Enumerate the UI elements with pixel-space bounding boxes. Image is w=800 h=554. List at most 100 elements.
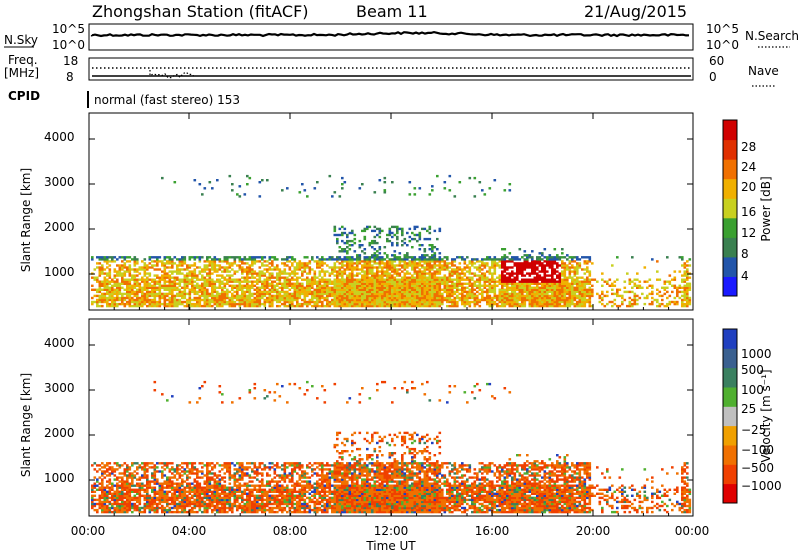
range-gate-cell (143, 502, 147, 506)
range-gate-cell (436, 264, 439, 267)
range-gate-cell (683, 278, 687, 281)
range-gate-cell (193, 276, 197, 279)
range-gate-cell (151, 264, 154, 267)
range-gate-cell (386, 302, 389, 306)
range-gate-cell (286, 290, 289, 294)
range-gate-cell (416, 302, 419, 306)
range-gate-cell (121, 256, 124, 259)
range-gate-cell (401, 276, 404, 279)
range-gate-cell (536, 292, 539, 296)
range-gate-cell (336, 239, 339, 243)
range-gate-cell (446, 262, 449, 265)
range-gate-cell (178, 282, 182, 285)
range-gate-cell (521, 272, 524, 275)
range-gate-cell (396, 284, 399, 287)
range-gate-cell (171, 302, 174, 306)
range-gate-cell (313, 288, 317, 291)
range-gate-cell (453, 292, 457, 296)
range-gate-cell (541, 278, 544, 281)
range-gate-cell (176, 304, 179, 308)
power-axis-ticks (88, 113, 694, 310)
range-gate-cell (131, 510, 134, 514)
range-gate-cell (128, 466, 132, 469)
range-gate-cell (306, 292, 309, 296)
range-gate-cell (473, 294, 477, 298)
range-gate-cell (251, 256, 254, 259)
range-gate-cell (148, 286, 152, 289)
range-gate-cell (146, 480, 149, 483)
range-gate-cell (348, 272, 352, 275)
range-gate-cell (553, 290, 557, 294)
range-gate-cell (293, 294, 297, 298)
range-gate-cell (93, 268, 97, 271)
range-gate-cell (568, 272, 572, 275)
range-gate-cell (461, 298, 464, 302)
range-gate-cell (131, 300, 134, 304)
range-gate-cell (471, 296, 474, 300)
range-gate-cell (571, 292, 574, 296)
range-gate-cell (106, 274, 109, 277)
range-gate-cell (371, 256, 374, 259)
range-gate-cell (283, 304, 287, 308)
range-gate-cell (338, 274, 342, 277)
range-gate-cell (348, 274, 352, 277)
range-gate-cell (96, 280, 99, 283)
range-gate-cell (121, 480, 124, 483)
range-gate-cell (383, 302, 387, 306)
range-gate-cell (533, 300, 537, 304)
range-gate-cell (396, 296, 399, 300)
range-gate-cell (266, 290, 269, 294)
range-gate-cell (228, 274, 232, 277)
range-gate-cell (501, 302, 504, 306)
range-gate-cell (238, 304, 242, 308)
range-gate-cell (161, 284, 164, 287)
range-gate-cell (281, 294, 284, 298)
range-gate-cell (336, 274, 339, 277)
range-gate-cell (458, 298, 462, 302)
range-gate-cell (391, 225, 394, 229)
range-gate-cell (121, 502, 124, 506)
range-gate-cell (521, 280, 524, 283)
range-gate-cell (588, 286, 592, 289)
range-gate-cell (101, 292, 104, 296)
range-gate-cell (373, 256, 377, 259)
range-gate-cell (441, 288, 444, 291)
range-gate-cell (303, 270, 307, 273)
range-gate-cell (246, 290, 249, 294)
range-gate-cell (536, 288, 539, 291)
range-gate-cell (341, 284, 344, 287)
range-gate-cell (233, 294, 237, 298)
range-gate-cell (488, 256, 492, 259)
range-gate-cell (438, 302, 442, 306)
range-gate-cell (146, 272, 149, 275)
range-gate-cell (248, 290, 252, 294)
range-gate-cell (541, 254, 544, 257)
range-gate-cell (526, 258, 529, 261)
range-gate-cell (101, 304, 104, 308)
range-gate-cell (421, 254, 424, 257)
range-gate-cell (471, 288, 474, 291)
range-gate-cell (193, 256, 197, 259)
range-gate-cell (366, 274, 369, 277)
range-gate-cell (428, 296, 432, 300)
range-gate-cell (243, 276, 247, 279)
range-gate-cell (101, 472, 104, 475)
range-gate-cell (151, 504, 154, 508)
range-gate-cell (158, 298, 162, 302)
range-gate-cell (436, 296, 439, 300)
range-gate-cell (181, 294, 184, 298)
range-gate-cell (321, 302, 324, 306)
range-gate-cell (106, 500, 109, 504)
range-gate-cell (201, 284, 204, 287)
range-gate-cell (146, 462, 149, 465)
power-ytick-3000: 3000 (44, 175, 75, 189)
range-gate-cell (448, 280, 452, 283)
range-gate-cell (148, 494, 152, 497)
range-gate-cell (551, 278, 554, 281)
range-gate-cell (563, 272, 567, 275)
range-gate-cell (436, 268, 439, 271)
range-gate-cell (193, 274, 197, 277)
range-gate-cell (136, 298, 139, 302)
range-gate-cell (361, 290, 364, 294)
range-gate-cell (296, 290, 299, 294)
